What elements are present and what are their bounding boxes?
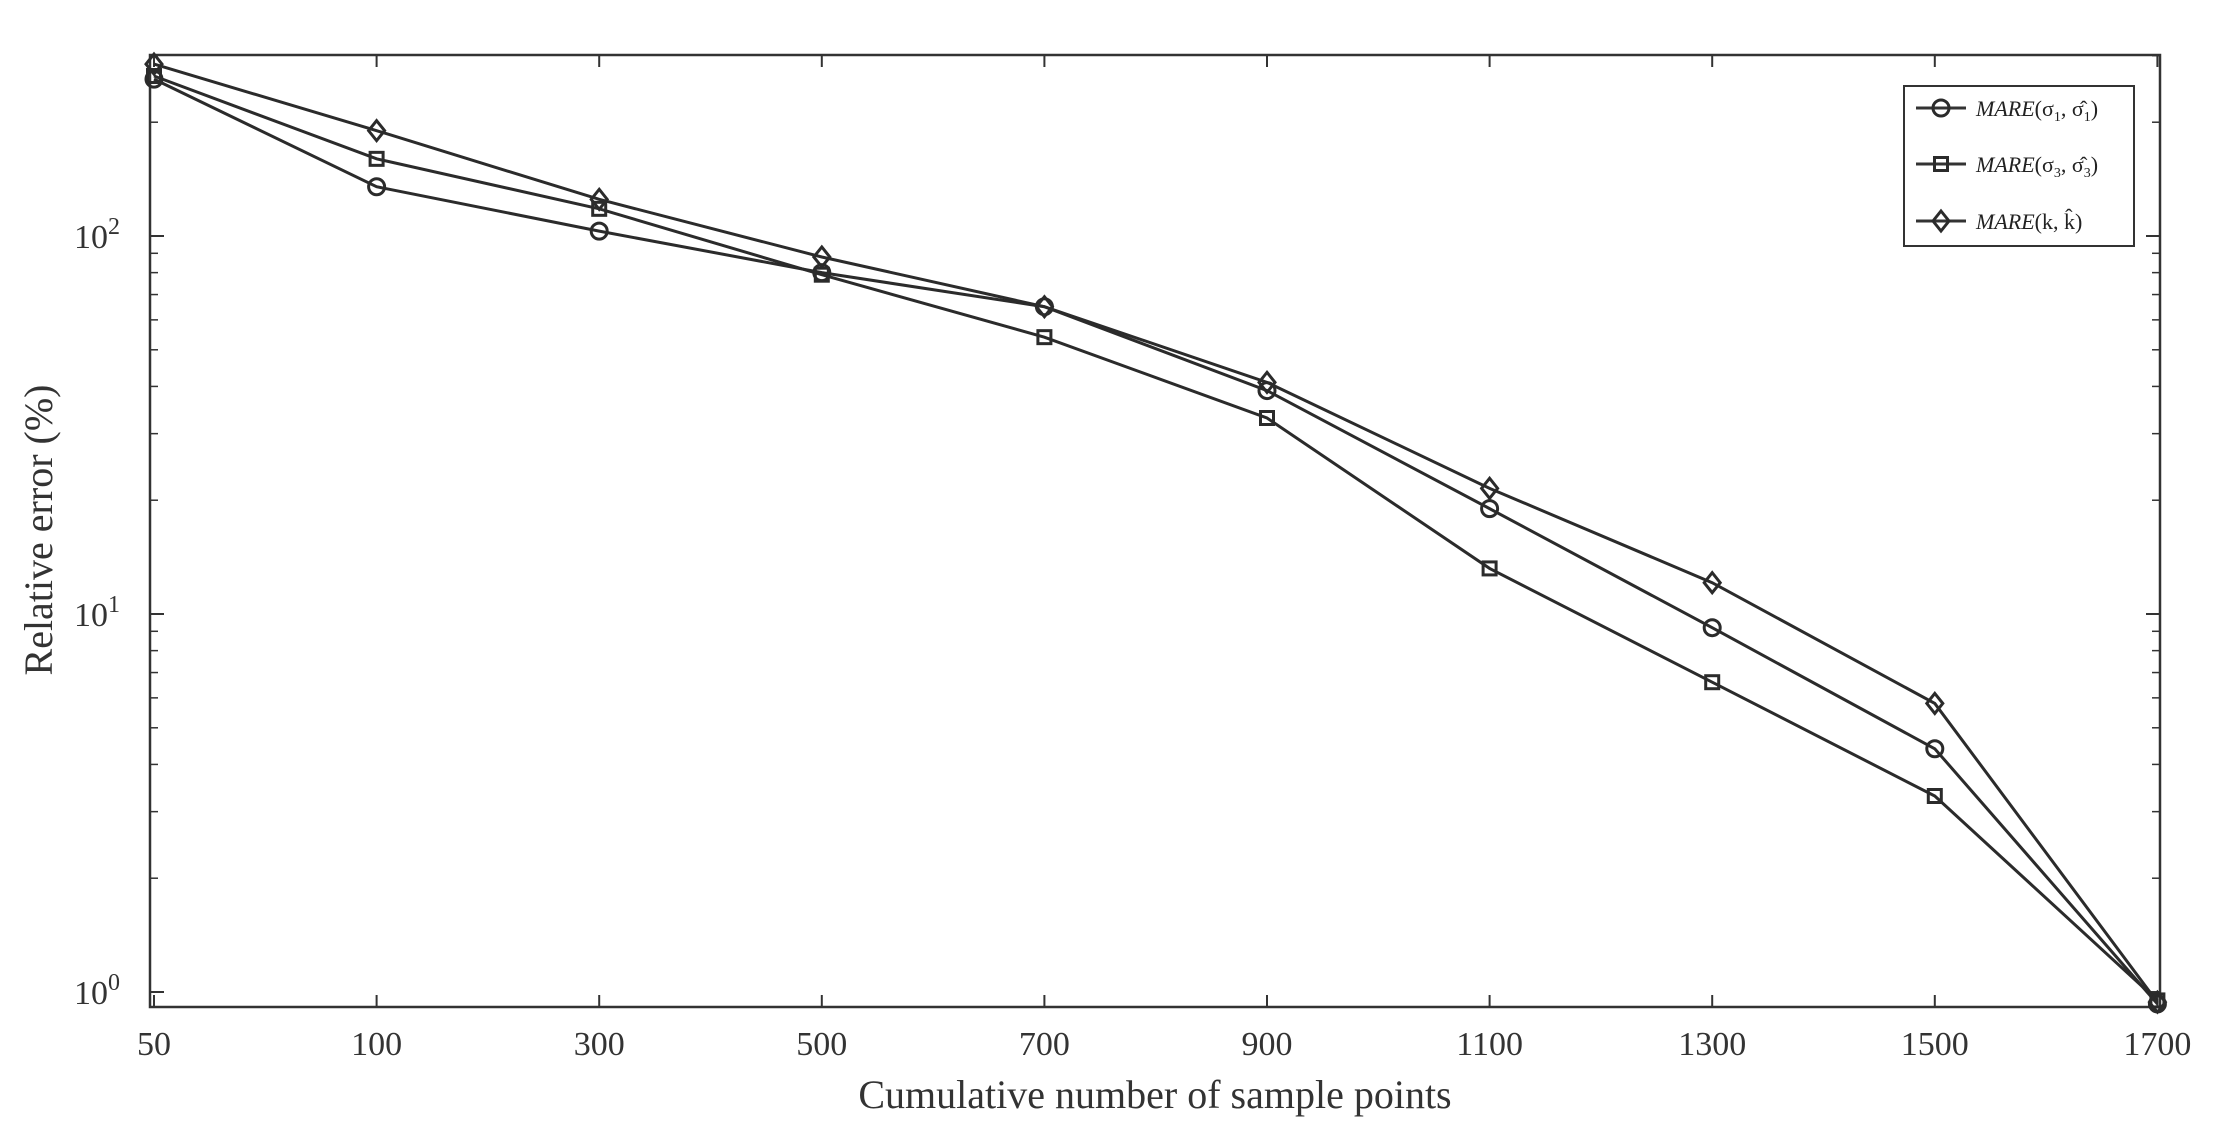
data-point-diamond	[589, 186, 610, 212]
axes: 100 101 102 50 100 300 500 700 900 1100 1300 1500 17…	[16, 53, 2191, 1117]
legend-marker-diamond	[1931, 208, 1951, 234]
x-tick-label: 1700	[2123, 1026, 2191, 1063]
legend-item: MARE(σ1, σ̂1)	[1916, 96, 2098, 125]
legend-label: MARE(k, k̂)	[1975, 209, 2082, 234]
data-point-diamond	[2147, 989, 2168, 1015]
data-point-square	[1259, 410, 1275, 427]
legend-box	[1903, 85, 2135, 247]
y-tick-label: 100	[74, 970, 120, 1012]
data-point-square	[368, 150, 385, 167]
x-tick-label: 1300	[1678, 1026, 1746, 1063]
series-line	[153, 74, 2159, 1002]
data-point-circle	[589, 221, 609, 241]
x-axis-title: Cumulative number of sample points	[858, 1072, 1451, 1117]
y-axis-title: Relative error (%)	[16, 385, 61, 676]
series-diamond	[144, 51, 2168, 1015]
data-point-diamond	[366, 118, 387, 144]
x-tick-label: 500	[796, 1026, 847, 1063]
series-layer	[144, 51, 2168, 1015]
legend-marker-circle	[1931, 98, 1951, 118]
legend-item: MARE(k, k̂)	[1916, 208, 2082, 234]
data-point-diamond	[811, 244, 832, 270]
x-tick-label: 50	[137, 1026, 171, 1063]
y-tick-label: 102	[74, 214, 120, 256]
data-point-diamond	[1257, 369, 1277, 395]
x-tick-label: 1500	[1901, 1026, 1969, 1063]
data-point-square	[1926, 788, 1943, 805]
data-point-diamond	[1034, 294, 1055, 320]
data-point-diamond	[1702, 570, 1723, 596]
data-point-square	[146, 68, 162, 85]
legend-item: MARE(σ3, σ̂3)	[1916, 152, 2098, 181]
series-line	[153, 77, 2159, 1005]
data-point-square	[1036, 329, 1053, 346]
data-point-diamond	[144, 51, 164, 77]
legend: MARE(σ1, σ̂1) MARE(σ3, σ̂3) MARE(k, k̂)	[1903, 85, 2135, 247]
legend-label: MARE(σ1, σ̂1)	[1975, 96, 2098, 125]
plot-frame	[148, 53, 2162, 1009]
x-tick-label: 900	[1242, 1026, 1293, 1063]
data-point-square	[1481, 560, 1498, 577]
x-tick-label: 1100	[1456, 1026, 1523, 1063]
x-tick-label: 100	[351, 1026, 402, 1063]
data-point-circle	[1702, 618, 1722, 638]
data-point-diamond	[1924, 691, 1945, 716]
data-point-circle	[367, 177, 387, 197]
series-circle	[144, 69, 2167, 1014]
legend-marker-square	[1933, 156, 1949, 172]
series-line	[153, 62, 2159, 1004]
data-point-square	[1704, 674, 1721, 691]
data-point-diamond	[1479, 475, 1500, 501]
y-tick-label: 101	[74, 592, 120, 634]
data-point-square	[591, 200, 608, 217]
legend-label: MARE(σ3, σ̂3)	[1975, 152, 2098, 181]
x-tick-label: 700	[1019, 1026, 1070, 1063]
series-square	[146, 68, 2166, 1009]
data-point-circle	[1925, 739, 1945, 759]
x-tick-label: 300	[574, 1026, 625, 1063]
